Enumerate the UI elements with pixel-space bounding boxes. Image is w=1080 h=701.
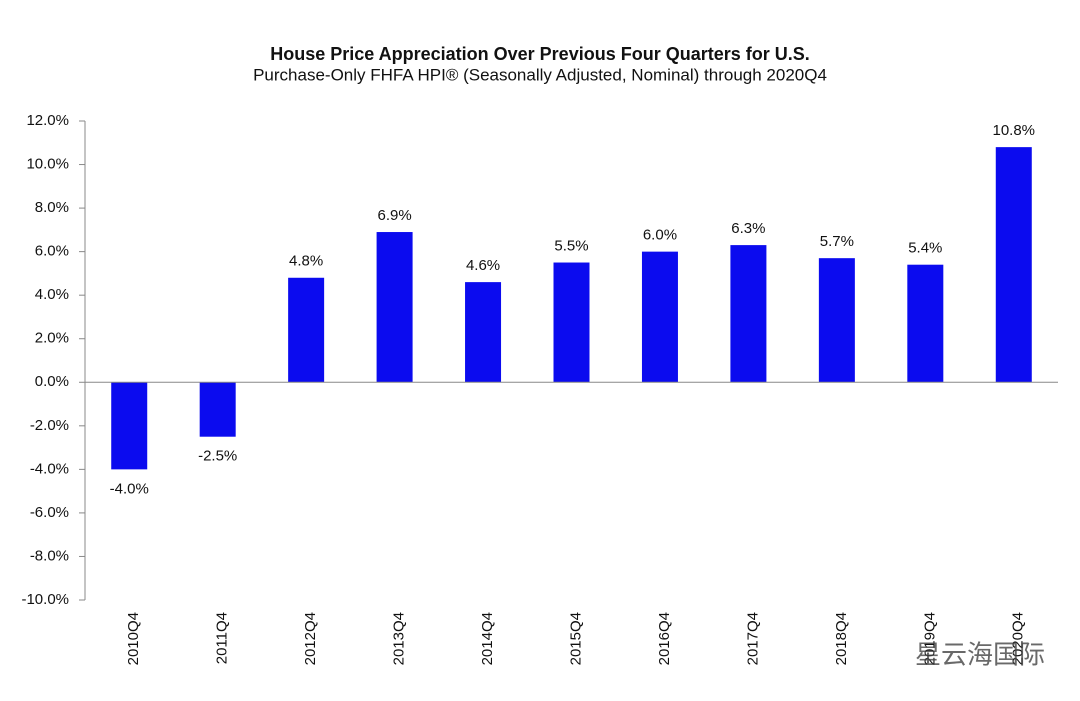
bar	[730, 245, 767, 383]
value-label: -2.5%	[198, 448, 237, 465]
y-tick-label: -4.0%	[30, 460, 69, 477]
y-tick-label: -8.0%	[30, 547, 69, 564]
watermark: 星云海国际	[915, 641, 1045, 671]
value-label: 6.3%	[731, 220, 765, 237]
value-label: 6.0%	[643, 227, 677, 244]
y-tick-label: 10.0%	[26, 156, 69, 173]
bar	[641, 251, 678, 383]
x-tick-label: 2017Q4	[744, 612, 761, 665]
x-tick-label: 2015Q4	[567, 612, 584, 665]
y-tick-label: 2.0%	[35, 330, 69, 347]
x-tick-label: 2018Q4	[833, 612, 850, 665]
value-label: 4.8%	[289, 253, 323, 270]
bar	[818, 258, 855, 383]
y-tick-label: 12.0%	[26, 112, 69, 129]
x-tick-label: 2012Q4	[302, 612, 319, 665]
value-label: 5.7%	[820, 233, 854, 250]
x-tick-label: 2011Q4	[214, 612, 231, 664]
value-label: 5.4%	[908, 240, 942, 257]
y-tick-label: -6.0%	[30, 504, 69, 521]
y-tick-label: 4.0%	[35, 286, 69, 303]
y-tick-label: 8.0%	[35, 199, 69, 216]
bar	[465, 282, 502, 383]
chart-subtitle: Purchase-Only FHFA HPI® (Seasonally Adju…	[253, 65, 827, 84]
x-tick-label: 2016Q4	[656, 612, 673, 665]
chart-title: House Price Appreciation Over Previous F…	[270, 44, 809, 64]
x-tick-label: 2020Q4	[1010, 612, 1027, 665]
y-tick-label: 0.0%	[35, 373, 69, 390]
bar	[553, 262, 590, 383]
x-tick-label: 2013Q4	[391, 612, 408, 665]
bar	[111, 382, 148, 470]
y-tick-label: -2.0%	[30, 417, 69, 434]
y-tick-label: 6.0%	[35, 243, 69, 260]
x-tick-label: 2019Q4	[921, 612, 938, 665]
y-tick-label: -10.0%	[21, 591, 69, 608]
bar	[907, 264, 944, 383]
x-tick-label: 2010Q4	[125, 612, 142, 665]
bar	[376, 232, 413, 383]
value-label: -4.0%	[110, 480, 149, 497]
value-label: 6.9%	[377, 207, 411, 224]
bar	[199, 382, 236, 437]
bar	[995, 147, 1032, 383]
x-tick-label: 2014Q4	[479, 612, 496, 665]
value-label: 5.5%	[554, 237, 588, 254]
bar	[288, 277, 325, 383]
value-label: 4.6%	[466, 257, 500, 274]
value-label: 10.8%	[992, 122, 1035, 139]
